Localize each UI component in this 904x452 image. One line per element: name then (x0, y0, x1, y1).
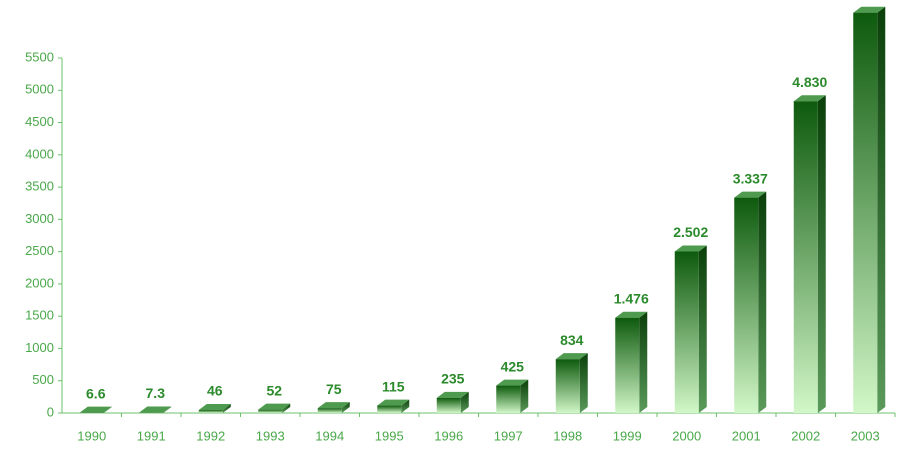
value-label: 2.502 (673, 224, 708, 240)
value-label: 75 (326, 381, 342, 397)
x-tick-label: 2000 (672, 428, 701, 443)
bar-top (555, 353, 588, 360)
bar (793, 101, 818, 413)
x-tick-label: 2001 (732, 428, 761, 443)
bar-side (460, 391, 469, 413)
x-tick-label: 1996 (434, 428, 463, 443)
x-tick-label: 1998 (553, 428, 582, 443)
value-label: 834 (560, 332, 584, 348)
x-tick-label: 1993 (256, 428, 285, 443)
y-tick-label: 4000 (25, 146, 54, 161)
x-tick-label: 1991 (137, 428, 166, 443)
bar-top (734, 191, 767, 198)
y-tick-label: 4500 (25, 114, 54, 129)
bar (734, 197, 759, 413)
bar-top (615, 311, 648, 318)
bar (674, 251, 699, 413)
value-label: 6.6 (86, 385, 106, 401)
value-label: 235 (441, 371, 465, 387)
bar-top (496, 379, 529, 386)
value-label: 425 (501, 358, 525, 374)
bar (377, 405, 402, 413)
bar-top (198, 404, 231, 411)
bar-top (436, 391, 469, 398)
x-tick-label: 1997 (494, 428, 523, 443)
bar-side (758, 191, 767, 413)
y-tick-label: 1500 (25, 308, 54, 323)
bar-top (793, 95, 826, 102)
bar-side (401, 399, 410, 413)
bar-side (163, 406, 172, 413)
bar (139, 412, 164, 414)
bar (258, 409, 283, 413)
bar-side (222, 404, 231, 413)
bar-top (317, 402, 350, 409)
bar (555, 359, 580, 413)
y-tick-label: 2000 (25, 275, 54, 290)
bar-side (579, 353, 588, 413)
bar-side (341, 402, 350, 413)
y-tick-label: 1000 (25, 340, 54, 355)
x-tick-label: 1990 (77, 428, 106, 443)
bar-side (520, 379, 529, 413)
value-label: 4.830 (792, 74, 827, 90)
y-tick-label: 0 (47, 404, 54, 419)
x-tick-label: 2002 (791, 428, 820, 443)
x-tick-label: 1992 (196, 428, 225, 443)
value-label: 6.202 (852, 0, 887, 1)
y-tick-label: 500 (32, 372, 54, 387)
x-tick-label: 1999 (613, 428, 642, 443)
x-tick-label: 1994 (315, 428, 344, 443)
bar (317, 408, 342, 413)
bar-top (674, 245, 707, 252)
bar (496, 385, 521, 413)
x-tick-label: 1995 (375, 428, 404, 443)
bar (436, 397, 461, 413)
y-tick-label: 3500 (25, 179, 54, 194)
bar-side (698, 245, 707, 413)
y-tick-label: 5000 (25, 82, 54, 97)
bar (79, 412, 104, 414)
bar-side (639, 311, 648, 413)
bar-top (139, 406, 172, 413)
value-label: 3.337 (733, 170, 768, 186)
value-label: 46 (207, 383, 223, 399)
bar-top (853, 6, 886, 13)
bar (615, 317, 640, 413)
bar-side (817, 95, 826, 413)
value-label: 1.476 (614, 290, 649, 306)
value-label: 52 (266, 382, 282, 398)
bar-side (877, 6, 886, 414)
y-tick-label: 5500 (25, 49, 54, 64)
x-tick-label: 2003 (851, 428, 880, 443)
bar-side (103, 406, 112, 413)
bar-top (377, 399, 410, 406)
y-tick-label: 2500 (25, 243, 54, 258)
bar (853, 12, 878, 414)
bar (198, 410, 223, 413)
value-label: 7.3 (146, 385, 166, 401)
bar-side (282, 403, 291, 413)
value-label: 115 (382, 378, 405, 394)
bar-top (258, 403, 291, 410)
bar-top (79, 406, 112, 413)
y-tick-label: 3000 (25, 211, 54, 226)
